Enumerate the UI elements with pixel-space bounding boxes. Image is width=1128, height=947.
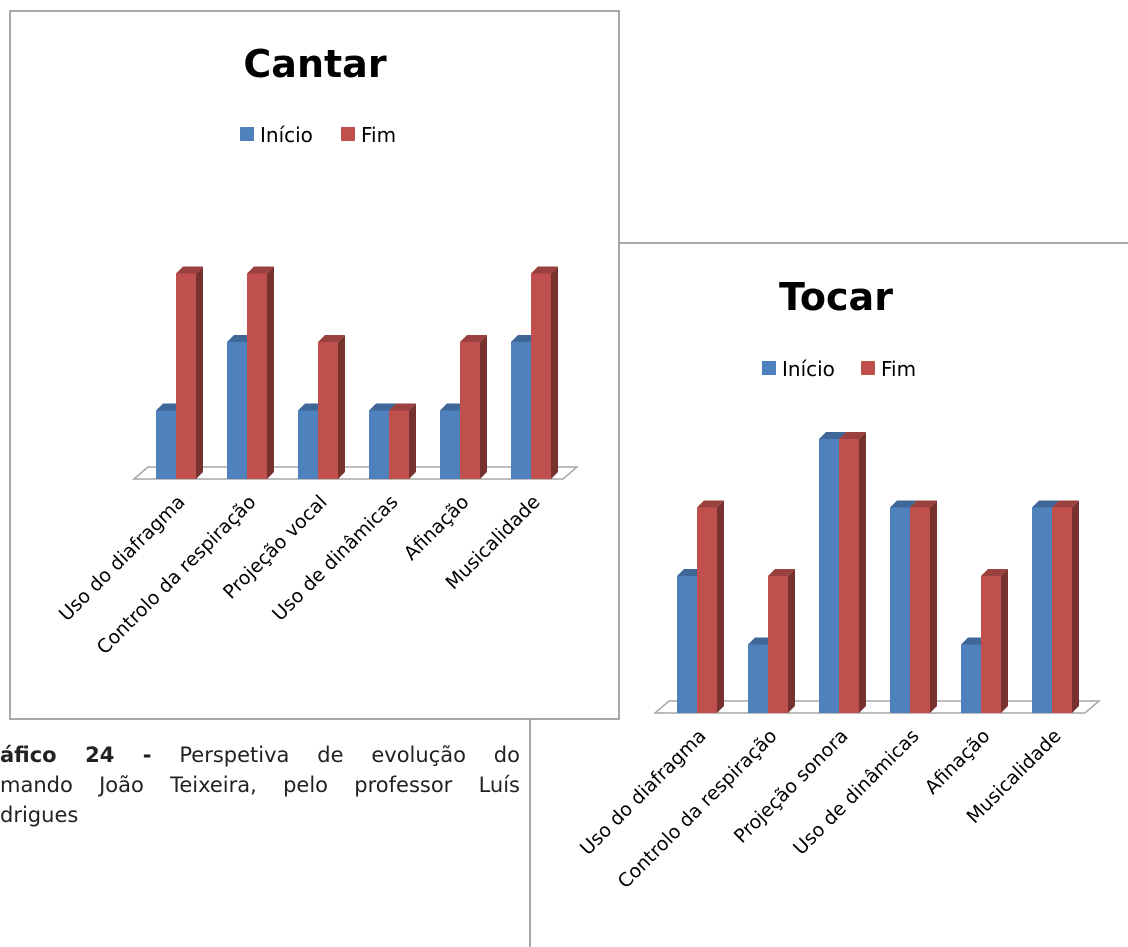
bar-top-face <box>910 500 937 508</box>
bar-front-face <box>768 576 788 713</box>
legend-label-fim: Fim <box>361 123 396 147</box>
category-label: Afinação <box>921 725 995 799</box>
caption-line-1-text: Perspetiva de evolução do <box>179 743 520 767</box>
bar-front-face <box>748 644 768 713</box>
bar-front-face <box>511 342 531 479</box>
bar-side-face <box>717 500 724 713</box>
caption-line-3: drigues <box>0 803 79 827</box>
bar-side-face <box>930 500 937 713</box>
bar-front-face <box>910 507 930 713</box>
bar-front-face <box>440 410 460 479</box>
chart-title: Tocar <box>779 275 893 319</box>
bar-front-face <box>677 576 697 713</box>
bar-fim <box>176 266 203 479</box>
legend-label-fim: Fim <box>881 357 916 381</box>
bar-front-face <box>227 342 247 479</box>
bar-side-face <box>267 266 274 479</box>
bar-fim <box>1052 500 1079 713</box>
tocar-chart: Tocar Início Fim Uso do diafragmaControl… <box>576 275 1102 893</box>
bar-front-face <box>389 410 409 479</box>
category-label: Uso do diafragma <box>55 491 190 626</box>
bar-side-face <box>788 569 795 713</box>
bar-front-face <box>961 644 981 713</box>
chart-title: Cantar <box>243 42 386 86</box>
bars <box>156 266 558 479</box>
bar-front-face <box>1052 507 1072 713</box>
bar-fim <box>460 335 487 479</box>
bar-front-face <box>890 507 910 713</box>
bar-fim <box>247 266 274 479</box>
bar-front-face <box>156 410 176 479</box>
bar-side-face <box>409 403 416 479</box>
bar-top-face <box>460 335 487 342</box>
bar-top-face <box>1052 500 1079 508</box>
bar-side-face <box>196 266 203 479</box>
caption-label: áfico 24 - <box>0 743 152 767</box>
bar-fim <box>318 335 345 479</box>
bar-top-face <box>369 403 396 411</box>
bar-front-face <box>531 273 551 479</box>
category-label: Uso do diafragma <box>576 725 711 860</box>
legend-swatch-inicio <box>240 127 254 141</box>
cantar-chart-frame <box>9 10 620 720</box>
category-label: Uso de dinâmicas <box>268 491 402 625</box>
bar-top-face <box>389 403 416 411</box>
bar-top-face <box>890 500 917 508</box>
category-label: Uso de dinâmicas <box>789 725 923 859</box>
bar-fim <box>910 500 937 713</box>
bar-side-face <box>338 335 345 479</box>
bar-front-face <box>697 507 717 713</box>
bar-front-face <box>819 439 839 713</box>
legend-label-inicio: Início <box>782 357 835 381</box>
bar-front-face <box>1032 507 1052 713</box>
bar-fim <box>839 432 866 713</box>
bars <box>677 432 1079 713</box>
bar-top-face <box>819 432 846 439</box>
bar-top-face <box>697 500 724 508</box>
bar-front-face <box>318 342 338 479</box>
legend-swatch-fim <box>341 127 355 141</box>
bar-fim <box>981 569 1008 713</box>
figure-caption: áfico 24 - Perspetiva de evolução do man… <box>0 740 520 830</box>
bar-fim <box>531 266 558 479</box>
bar-top-face <box>531 266 558 274</box>
bar-front-face <box>176 273 196 479</box>
bar-side-face <box>551 266 558 479</box>
bar-fim <box>768 569 795 713</box>
bar-front-face <box>981 576 1001 713</box>
bar-fim <box>389 403 416 479</box>
cantar-chart: Cantar Início Fim Uso do diafragmaContro… <box>55 42 580 659</box>
bar-front-face <box>460 342 480 479</box>
bar-top-face <box>247 266 274 274</box>
bar-front-face <box>298 410 318 479</box>
legend-label-inicio: Início <box>260 123 313 147</box>
legend-swatch-inicio <box>762 361 776 375</box>
caption-line-2: mando João Teixeira, pelo professor Luís <box>0 773 520 797</box>
legend-swatch-fim <box>861 361 875 375</box>
legend: Início Fim <box>240 123 396 147</box>
bar-top-face <box>176 266 203 274</box>
bar-fim <box>697 500 724 713</box>
bar-top-face <box>1032 500 1059 508</box>
bar-front-face <box>839 439 859 713</box>
bar-top-face <box>768 569 795 576</box>
category-label: Afinação <box>400 491 474 565</box>
bar-side-face <box>1072 500 1079 713</box>
bar-top-face <box>318 335 345 342</box>
chart-frames <box>9 10 1128 947</box>
bar-side-face <box>859 432 866 713</box>
bar-top-face <box>839 432 866 439</box>
bar-front-face <box>369 410 389 479</box>
bar-side-face <box>480 335 487 479</box>
caption-line-1: áfico 24 - Perspetiva de evolução do <box>0 740 520 770</box>
bar-side-face <box>1001 569 1008 713</box>
legend: Início Fim <box>762 357 916 381</box>
bar-top-face <box>981 569 1008 576</box>
bar-front-face <box>247 273 267 479</box>
